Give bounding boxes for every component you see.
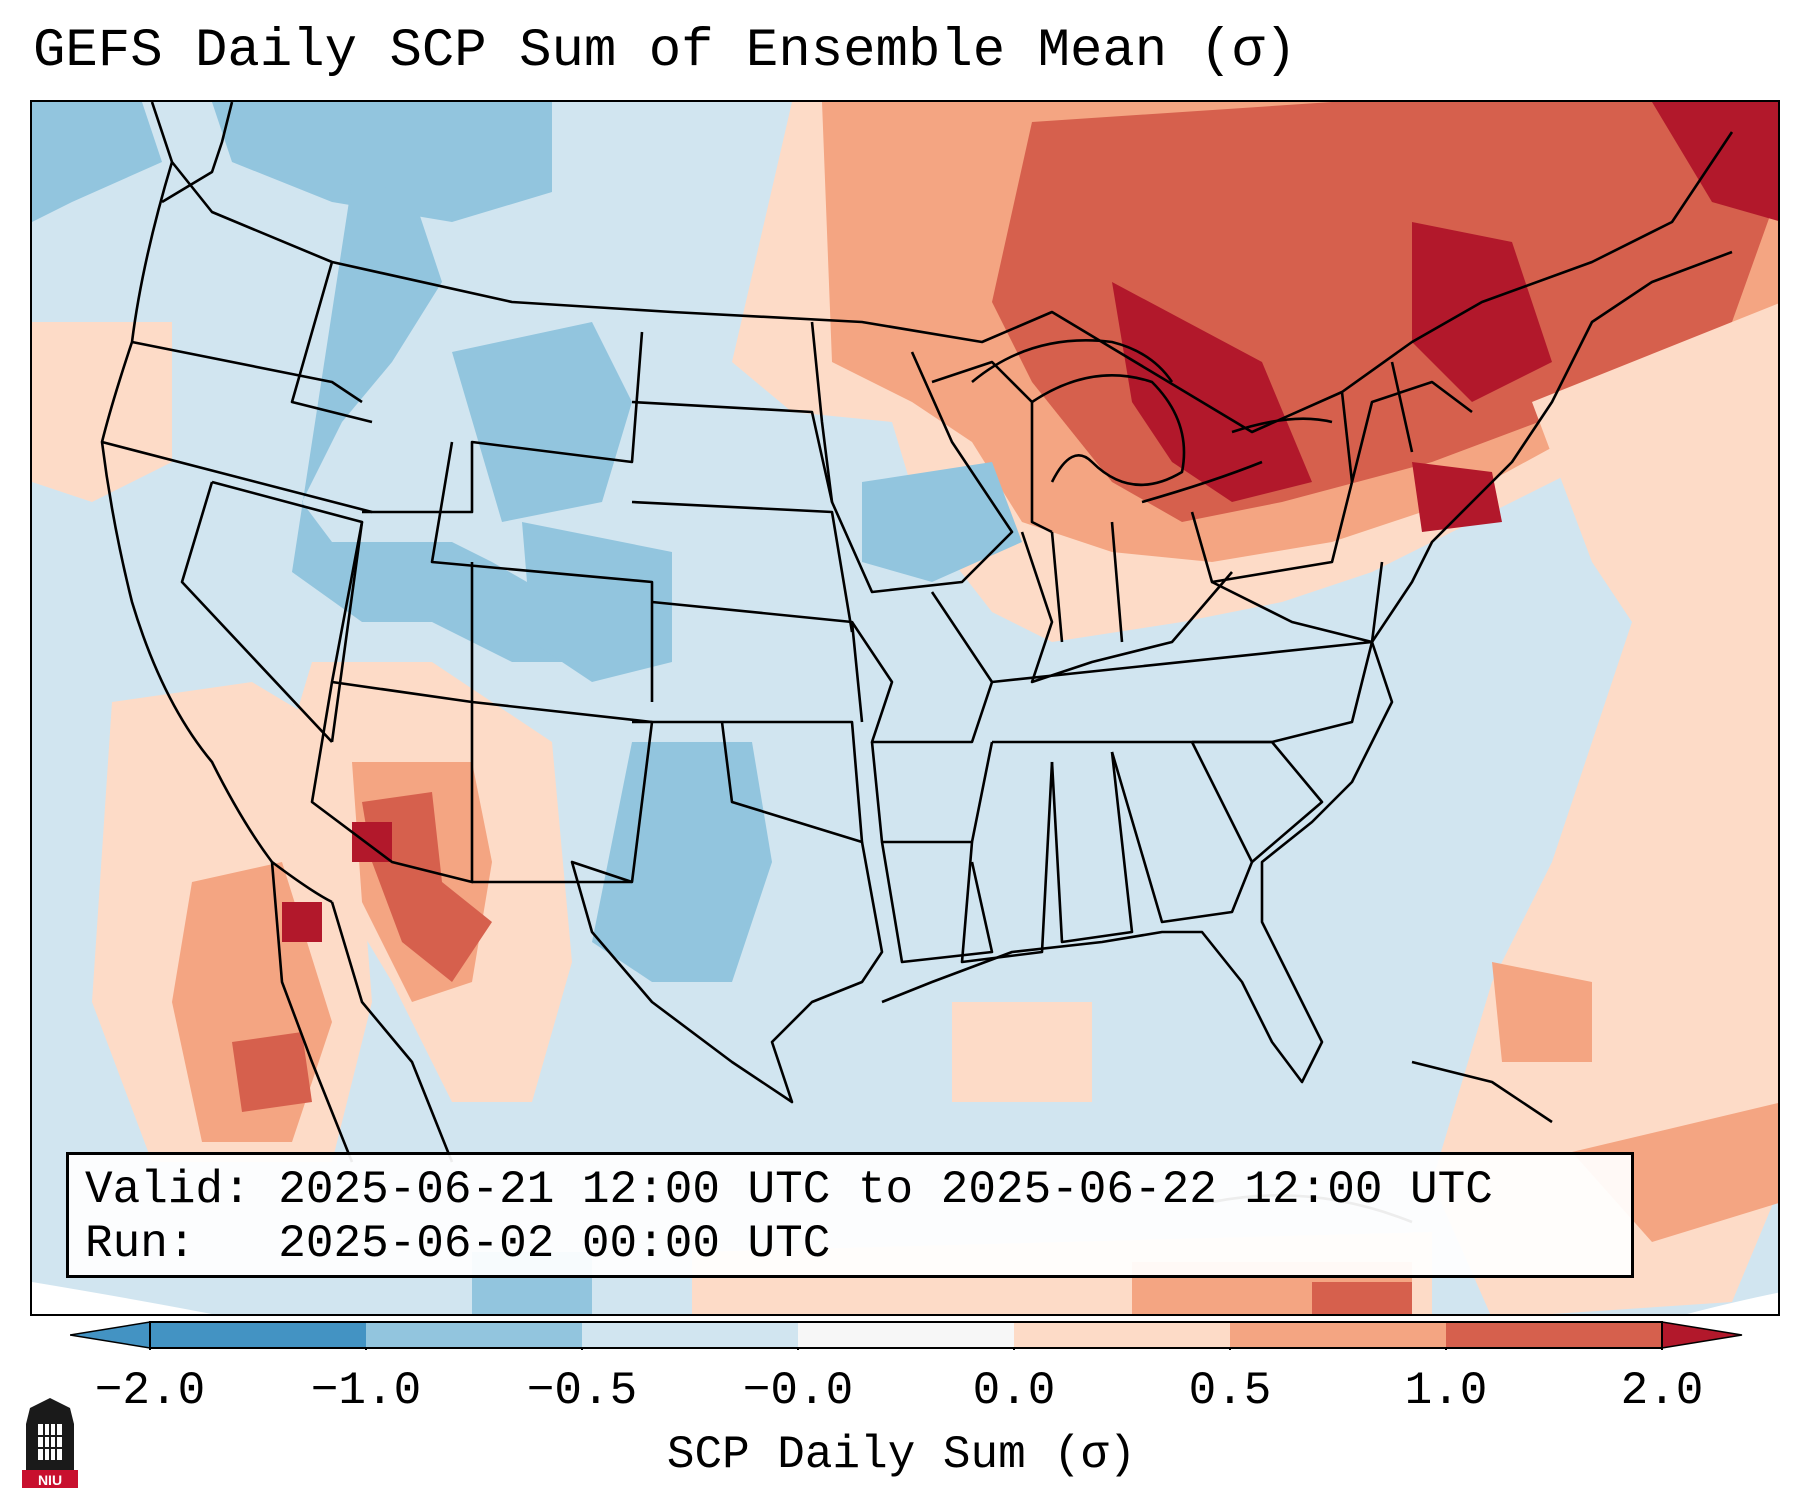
colorbar-tick-label: 1.0 [1404, 1365, 1488, 1417]
valid-range: 2025-06-21 12:00 UTC to 2025-06-22 12:00… [278, 1164, 1493, 1216]
nv-ca-border [180, 481, 333, 743]
nm-border [471, 700, 654, 884]
id-border [290, 261, 373, 424]
run-time: 2025-06-02 00:00 UTC [278, 1218, 831, 1270]
colorbar-bin [150, 1322, 366, 1348]
colorbar-bin [582, 1322, 798, 1348]
anomaly-map [32, 102, 1778, 1314]
east-gulf-coast [881, 641, 1394, 1084]
ny-ne-border [1350, 380, 1473, 483]
ne-border [631, 500, 854, 633]
vt-nh-border [1390, 361, 1414, 453]
colorbar-extend-low [70, 1321, 151, 1349]
canada-border [150, 102, 1734, 434]
map-panel [30, 100, 1780, 1316]
pacific-coast [100, 161, 333, 904]
run-line: Run: 2025-06-02 00:00 UTC [85, 1217, 1631, 1271]
colorbar-tick-label: 0.0 [972, 1365, 1056, 1417]
tn-nc-border [991, 640, 1374, 744]
or-ca-border [101, 440, 373, 514]
or-wa-border [131, 340, 363, 404]
chart-title: GEFS Daily SCP Sum of Ensemble Mean (σ) [33, 21, 1297, 82]
colorbar-bin [366, 1322, 582, 1348]
la-border [880, 841, 994, 964]
projection-edge [32, 1282, 212, 1314]
il-in-border [1050, 531, 1064, 643]
valid-line: Valid: 2025-06-21 12:00 UTC to 2025-06-2… [85, 1163, 1631, 1217]
wy-border [362, 331, 644, 514]
colorbar-tick-label: −1.0 [310, 1365, 422, 1417]
mo-border [850, 591, 994, 744]
lake-michigan-huron [1031, 374, 1186, 487]
colorbar-outline [149, 1321, 1663, 1349]
projection-edge [1687, 1292, 1778, 1314]
va-md-border [1211, 561, 1384, 644]
lake-erie [1141, 460, 1263, 504]
northeast-coast [1370, 250, 1733, 643]
co-border [430, 441, 654, 702]
colorbar-label: SCP Daily Sum (σ) [666, 1429, 1137, 1481]
az-border [310, 681, 474, 884]
colorbar [70, 1321, 1743, 1350]
ut-border [330, 521, 474, 704]
colorbar-tick-label: −0.5 [526, 1365, 638, 1417]
bahamas [1411, 1060, 1553, 1124]
lake-superior [971, 339, 1174, 383]
negative-anomaly-layer [32, 102, 1022, 1314]
pa-border [1190, 481, 1354, 584]
colorbar-tick-label: −2.0 [94, 1365, 206, 1417]
positive-anomaly-layer [32, 102, 1778, 1314]
colorbar-tick-label: 0.5 [1188, 1365, 1272, 1417]
colorbar-bin [1446, 1322, 1662, 1348]
ny-vt-border [1340, 391, 1354, 483]
valid-label: Valid: [85, 1164, 251, 1216]
colorbar-bin [798, 1322, 1014, 1348]
colorbar-ticks [149, 1348, 1663, 1350]
colorbar-extend-high [1661, 1321, 1743, 1349]
mn-ia-border [810, 321, 1014, 594]
colorbar-bin [1230, 1322, 1446, 1348]
valid-run-info-box: Valid: 2025-06-21 12:00 UTC to 2025-06-2… [66, 1152, 1634, 1278]
run-label: Run: [85, 1218, 196, 1270]
colorbar-tick-label: −0.0 [742, 1365, 854, 1417]
ar-border [870, 741, 994, 844]
in-oh-border [1110, 521, 1124, 643]
ga-border [1110, 741, 1254, 924]
borders-layer [100, 102, 1734, 1224]
al-border [1050, 751, 1134, 944]
colorbar-bin [1014, 1322, 1230, 1348]
lake-ontario [1231, 417, 1333, 434]
niu-logo: NIU [22, 1398, 78, 1488]
puget-sound [161, 102, 234, 204]
baja-east [270, 861, 354, 1163]
tx-border [570, 841, 884, 1104]
sd-border [631, 400, 834, 503]
logo-text: NIU [38, 1472, 62, 1488]
colorbar-tick-label: 2.0 [1620, 1365, 1704, 1417]
oh-valley [1020, 531, 1233, 684]
mexico-west-coast [330, 901, 454, 1163]
